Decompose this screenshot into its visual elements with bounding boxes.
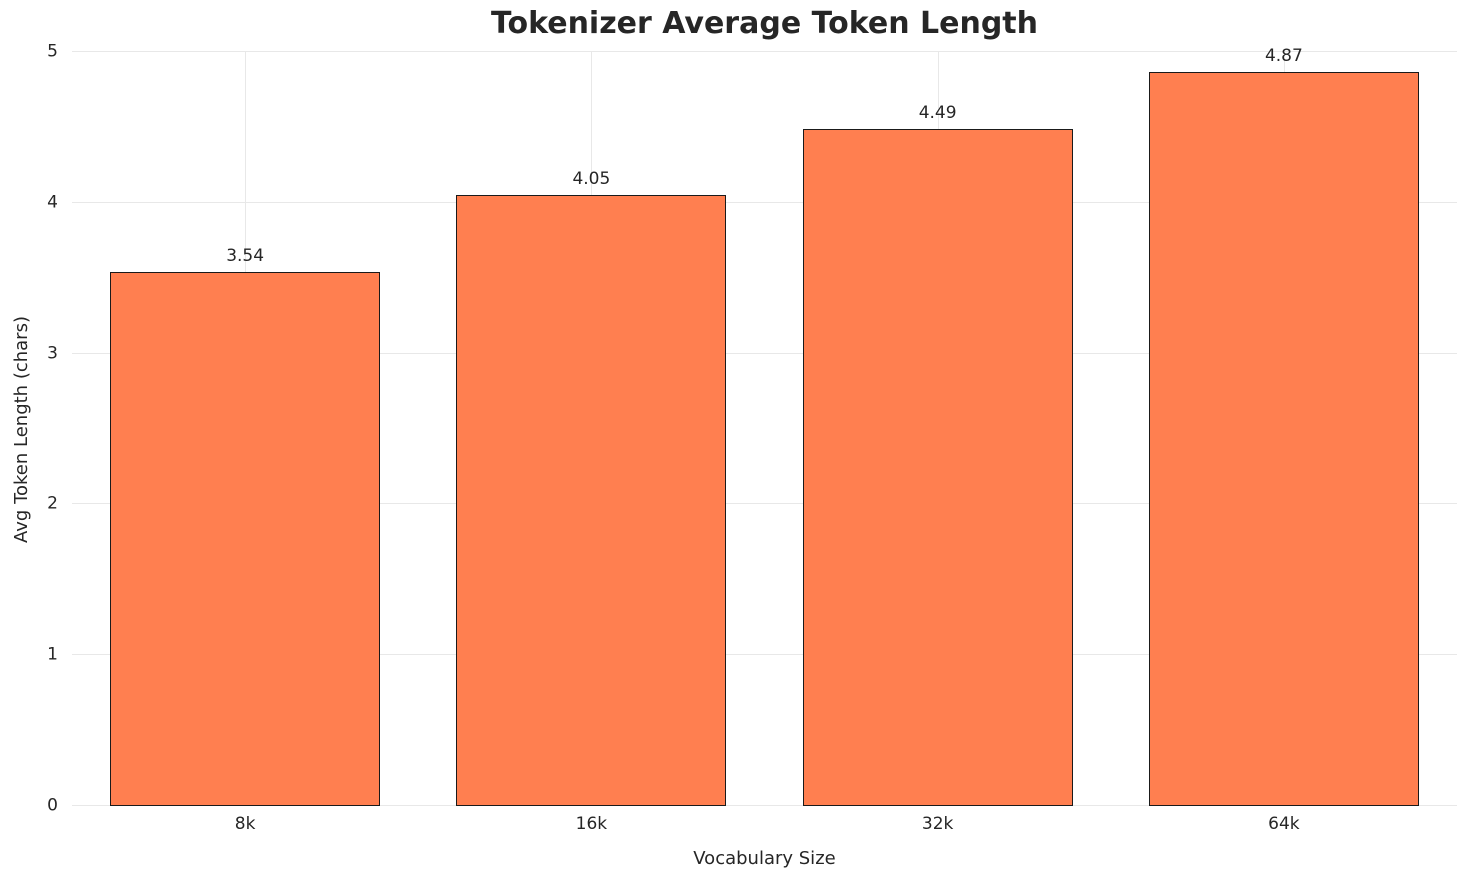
gridline-y-2 bbox=[72, 503, 1457, 505]
bar-value-label-64k: 4.87 bbox=[1264, 45, 1303, 66]
bar-32k: 4.49 bbox=[802, 103, 1073, 806]
x-axis-ticks: 8k 16k 32k 64k bbox=[72, 814, 1457, 834]
gridline-y-0 bbox=[72, 805, 1457, 806]
y-tick-label-0: 0 bbox=[47, 795, 58, 816]
bar-8k: 3.54 bbox=[110, 246, 381, 806]
bar-slot-64k: 4.87 bbox=[1111, 46, 1457, 806]
x-tick-label-64k: 64k bbox=[1268, 814, 1300, 834]
x-axis-label: Vocabulary Size bbox=[693, 848, 836, 869]
bar-slot-32k: 4.49 bbox=[765, 52, 1111, 806]
bar-value-label-16k: 4.05 bbox=[572, 169, 611, 190]
plot-area: 0 1 2 3 4 5 3.54 4.05 4.49 4.87 bbox=[47, 43, 1457, 814]
y-tick-label-3: 3 bbox=[47, 343, 58, 364]
y-axis-label-wrap: Avg Token Length (chars) bbox=[0, 52, 42, 806]
bar-64k: 4.87 bbox=[1148, 46, 1419, 806]
y-tick-label-4: 4 bbox=[47, 192, 58, 213]
gridline-y-1 bbox=[72, 654, 1457, 656]
bars-container: 3.54 4.05 4.49 4.87 bbox=[72, 46, 1457, 806]
y-tick-label-2: 2 bbox=[47, 493, 58, 514]
x-tick-label-16k: 16k bbox=[575, 814, 608, 834]
x-tick-label-32k: 32k bbox=[921, 814, 954, 834]
chart-title: Tokenizer Average Token Length bbox=[490, 6, 1038, 41]
bar-16k: 4.05 bbox=[456, 169, 727, 806]
y-tick-label-1: 1 bbox=[47, 644, 58, 665]
y-tick-label-5: 5 bbox=[47, 41, 58, 62]
bar-slot-16k: 4.05 bbox=[418, 52, 764, 806]
y-axis-label: Avg Token Length (chars) bbox=[10, 315, 32, 543]
bar-value-label-32k: 4.49 bbox=[918, 102, 957, 123]
gridline-y-5 bbox=[72, 51, 1457, 52]
gridline-y-3 bbox=[72, 352, 1457, 354]
bar-value-label-8k: 3.54 bbox=[226, 246, 265, 267]
gridline-y-4 bbox=[72, 201, 1457, 203]
bar-slot-8k: 3.54 bbox=[72, 52, 418, 806]
x-tick-label-8k: 8k bbox=[234, 814, 256, 834]
